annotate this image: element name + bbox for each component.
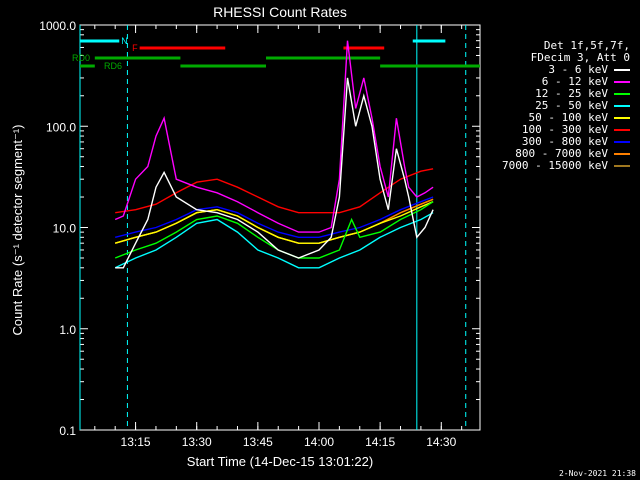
legend-entry: 100 - 300 keV [480,124,630,136]
series-lines [114,40,434,269]
legend-swatch [614,129,630,131]
legend-label: 25 - 50 keV [535,99,608,112]
legend-entry: 25 - 50 keV [480,100,630,112]
x-tick-label: 14:30 [426,435,456,449]
legend-swatch [614,81,630,83]
legend-swatch [614,93,630,95]
x-tick-label: 14:00 [304,435,334,449]
legend-entry: 300 - 800 keV [480,136,630,148]
y-axis-label: Count Rate (s⁻¹ detector segment⁻¹) [10,125,25,336]
x-tick-label: 13:15 [121,435,151,449]
legend-label: 12 - 25 keV [535,87,608,100]
x-tick-label: 13:45 [243,435,273,449]
legend-swatch [614,69,630,71]
legend-swatch [614,153,630,155]
legend-header-line-2: FDecim 3, Att 0 [530,51,630,64]
legend-label: 3 - 6 keV [548,63,608,76]
legend: Det 1f,5f,7f, FDecim 3, Att 0 3 - 6 keV 6… [480,40,630,172]
legend-header-line-1: Det 1f,5f,7f, [543,39,630,52]
annotation-label: N [121,36,128,46]
x-tick-label: 13:30 [182,435,212,449]
legend-entry: 6 - 12 keV [480,76,630,88]
interval-lines [79,25,467,430]
legend-label: 7000 - 15000 keV [502,159,608,172]
y-tick-label: 1000.0 [39,19,76,33]
legend-entry: 12 - 25 keV [480,88,630,100]
annotation-label: F [132,43,138,53]
legend-swatch [614,105,630,107]
series-line-7 [115,196,434,239]
x-axis-label: Start Time (14-Dec-15 13:01:22) [187,454,373,469]
footer-timestamp: 2-Nov-2021 21:38 [558,469,636,478]
series-line-4 [114,212,434,269]
legend-swatch [614,141,630,143]
legend-entry: 800 - 7000 keV [480,148,630,160]
y-tick-label: 10.0 [53,222,77,236]
series-line-1 [115,77,434,269]
legend-entry: 50 - 100 keV [480,112,630,124]
y-tick-label: 1.0 [59,323,76,337]
y-tick-label: 100.0 [46,120,76,134]
x-tick-label: 14:15 [365,435,395,449]
x-axis: 13:15 13:30 13:45 14:00 14:15 14:30 [94,25,463,449]
legend-label: 6 - 12 keV [541,75,608,88]
chart-title: RHESSI Count Rates [213,4,347,20]
legend-swatch [614,165,630,167]
legend-label: 100 - 300 keV [521,123,608,136]
legend-label: 800 - 7000 keV [515,147,608,160]
annotation-label: RD0 [72,53,90,63]
legend-label: 300 - 800 keV [521,135,608,148]
legend-entry: 7000 - 15000 keV [480,160,630,172]
series-line-2 [114,40,434,233]
legend-swatch [614,117,630,119]
annotation-bars: NF RD0 RD6 [72,36,480,71]
y-tick-label: 0.1 [59,424,76,438]
legend-label: 50 - 100 keV [528,111,608,124]
legend-entry: 3 - 6 keV [480,64,630,76]
annotation-label: RD6 [104,61,122,71]
series-line-6 [115,168,434,214]
series-line-5 [115,201,434,244]
